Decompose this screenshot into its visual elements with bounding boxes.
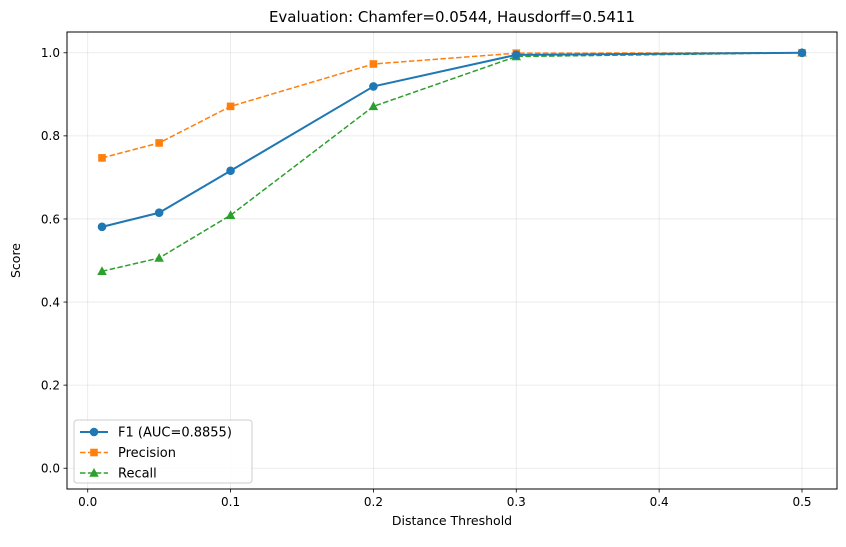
legend-box — [73, 419, 253, 484]
legend-label: F1 (AUC=0.8855) — [118, 426, 232, 441]
y-axis-label: Score — [8, 243, 23, 278]
data-point — [226, 166, 235, 176]
data-point — [369, 82, 378, 91]
data-point — [98, 154, 106, 162]
data-point — [511, 50, 521, 60]
data-point — [154, 253, 164, 262]
series-line — [101, 52, 803, 273]
data-point — [369, 60, 378, 68]
data-point — [226, 102, 235, 111]
legend-label: Precision — [118, 446, 176, 461]
y-tick-label: 0.6 — [41, 212, 60, 226]
data-point — [797, 48, 807, 58]
y-tick-label: 1.0 — [41, 46, 60, 60]
x-tick-label: 0.0 — [78, 495, 97, 509]
data-point — [154, 208, 164, 218]
chart-title: Evaluation: Chamfer=0.0544, Hausdorff=0.… — [269, 8, 635, 26]
data-point — [97, 266, 107, 276]
legend-marker — [90, 448, 98, 457]
ticks: 0.0 0.1 0.2 0.3 0.4 0.5 0.0 0.2 0.4 0.6 0.8 1.0 — [41, 46, 812, 509]
legend-label: Recall — [118, 467, 157, 482]
y-tick-label: 0.8 — [41, 129, 60, 143]
x-axis-label: Distance Threshold — [392, 513, 512, 528]
legend: F1 (AUC=0.8855) Precision Recall — [73, 419, 253, 484]
legend-marker — [89, 427, 99, 437]
axes — [66, 31, 838, 490]
x-tick-label: 0.1 — [221, 495, 240, 509]
data-point — [225, 210, 236, 219]
x-tick-label: 0.4 — [650, 495, 669, 509]
plot-frame — [66, 31, 838, 490]
y-tick-label: 0.4 — [41, 295, 60, 309]
y-tick-label: 0.2 — [41, 378, 60, 392]
data-point — [368, 101, 379, 111]
legend-marker — [89, 468, 99, 477]
x-tick-label: 0.3 — [507, 495, 526, 509]
data-point — [155, 139, 163, 147]
series-f1 — [97, 48, 807, 232]
x-tick-label: 0.5 — [792, 495, 811, 509]
y-tick-label: 0.0 — [41, 462, 60, 476]
x-tick-label: 0.2 — [364, 495, 383, 509]
data-point — [97, 222, 107, 232]
series-line — [101, 52, 803, 159]
series-layer — [97, 47, 807, 276]
series-line — [101, 51, 803, 228]
